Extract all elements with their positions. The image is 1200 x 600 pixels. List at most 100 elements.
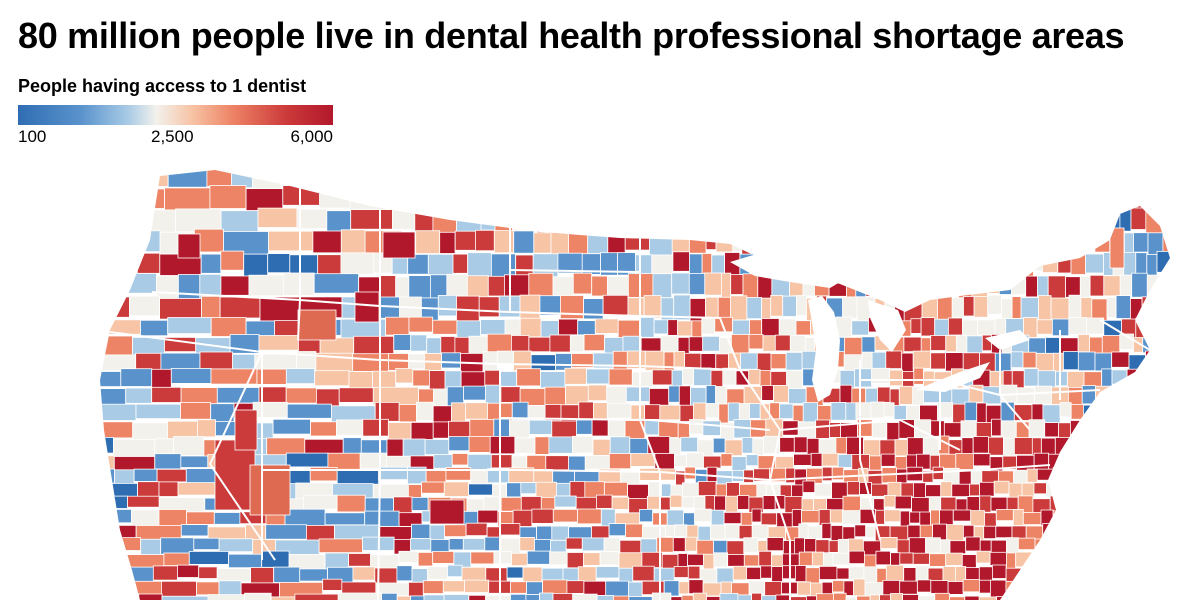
county-region: [573, 209, 599, 234]
county-region: [843, 354, 863, 372]
county-region: [652, 273, 673, 299]
county-region: [722, 367, 737, 386]
county-region: [983, 186, 1001, 208]
county-region: [966, 335, 983, 354]
county-region: [167, 317, 212, 335]
county-region: [759, 208, 771, 232]
county-region: [1028, 185, 1048, 211]
county-region: [528, 419, 553, 435]
county-region: [508, 467, 535, 483]
county-region: [1035, 207, 1054, 230]
county-region: [387, 422, 412, 443]
legend-tick-mid: 2,500: [151, 127, 194, 146]
county-region: [1080, 297, 1093, 321]
county-region: [1089, 274, 1105, 297]
county-region: [1060, 337, 1079, 357]
county-region: [1071, 480, 1090, 499]
county-region: [896, 468, 908, 486]
county-region: [408, 353, 426, 370]
county-region: [1111, 498, 1125, 517]
county-region: [424, 352, 443, 371]
county-region: [159, 253, 202, 276]
county-region: [1011, 272, 1027, 296]
county-region: [1001, 298, 1013, 320]
county-region: [919, 404, 938, 426]
county-region: [1126, 368, 1140, 388]
county-region: [963, 524, 975, 538]
county-region: [981, 470, 999, 488]
county-region: [353, 335, 395, 356]
county-region: [830, 401, 847, 421]
county-region: [596, 494, 613, 509]
county-region: [701, 253, 713, 274]
county-region: [430, 539, 450, 553]
county-region: [199, 273, 222, 299]
county-region: [807, 525, 823, 540]
county-region: [1091, 298, 1108, 323]
county-region: [151, 368, 172, 389]
county-region: [544, 404, 562, 422]
county-region: [474, 229, 495, 252]
county-region: [591, 419, 609, 437]
county-region: [990, 579, 1007, 598]
county-region: [908, 230, 927, 252]
county-region: [1150, 185, 1169, 210]
county-region: [665, 524, 675, 537]
county-region: [321, 170, 355, 191]
county-region: [815, 539, 830, 556]
county-region: [207, 454, 229, 468]
county-region: [848, 550, 865, 564]
county-region: [656, 537, 674, 553]
county-region: [258, 335, 299, 351]
county-region: [782, 295, 797, 317]
county-region: [644, 350, 665, 371]
county-region: [908, 210, 927, 233]
county-region: [874, 335, 893, 351]
county-region: [1034, 385, 1052, 405]
county-region: [372, 483, 409, 501]
county-region: [806, 467, 823, 484]
county-region: [869, 455, 882, 471]
county-region: [526, 581, 543, 595]
county-region: [802, 368, 817, 387]
lake-ontario: [985, 330, 1030, 350]
county-region: [1045, 337, 1061, 356]
county-region: [1081, 456, 1094, 472]
county-region: [678, 385, 691, 406]
county-region: [1072, 436, 1088, 452]
county-region: [140, 319, 169, 337]
county-region: [1103, 319, 1122, 337]
county-region: [741, 232, 753, 256]
county-region: [1048, 539, 1059, 554]
county-region: [1163, 294, 1170, 316]
county-region: [1165, 552, 1170, 568]
county-region: [793, 453, 812, 466]
county-region: [660, 335, 679, 356]
county-region: [1033, 482, 1047, 495]
county-region: [1121, 318, 1137, 339]
county-region: [1112, 251, 1125, 277]
county-region: [810, 582, 823, 600]
county-region: [987, 210, 1006, 235]
county-region: [789, 274, 804, 297]
county-region: [874, 525, 891, 543]
county-region: [1177, 230, 1193, 252]
county-region: [1005, 210, 1017, 235]
county-region: [1057, 187, 1070, 209]
county-region: [1011, 525, 1027, 540]
county-region: [1081, 185, 1098, 207]
county-region: [995, 525, 1013, 539]
county-region: [1130, 207, 1147, 230]
county-region: [349, 187, 396, 213]
county-region: [698, 188, 712, 214]
county-region: [135, 403, 181, 420]
county-region: [341, 581, 377, 597]
county-region: [1096, 497, 1113, 514]
county-region: [385, 316, 410, 336]
county-region: [416, 401, 434, 421]
county-region: [793, 232, 807, 259]
county-region: [490, 454, 513, 469]
county-region: [765, 484, 781, 499]
county-region: [970, 470, 983, 487]
county-region: [666, 509, 685, 528]
